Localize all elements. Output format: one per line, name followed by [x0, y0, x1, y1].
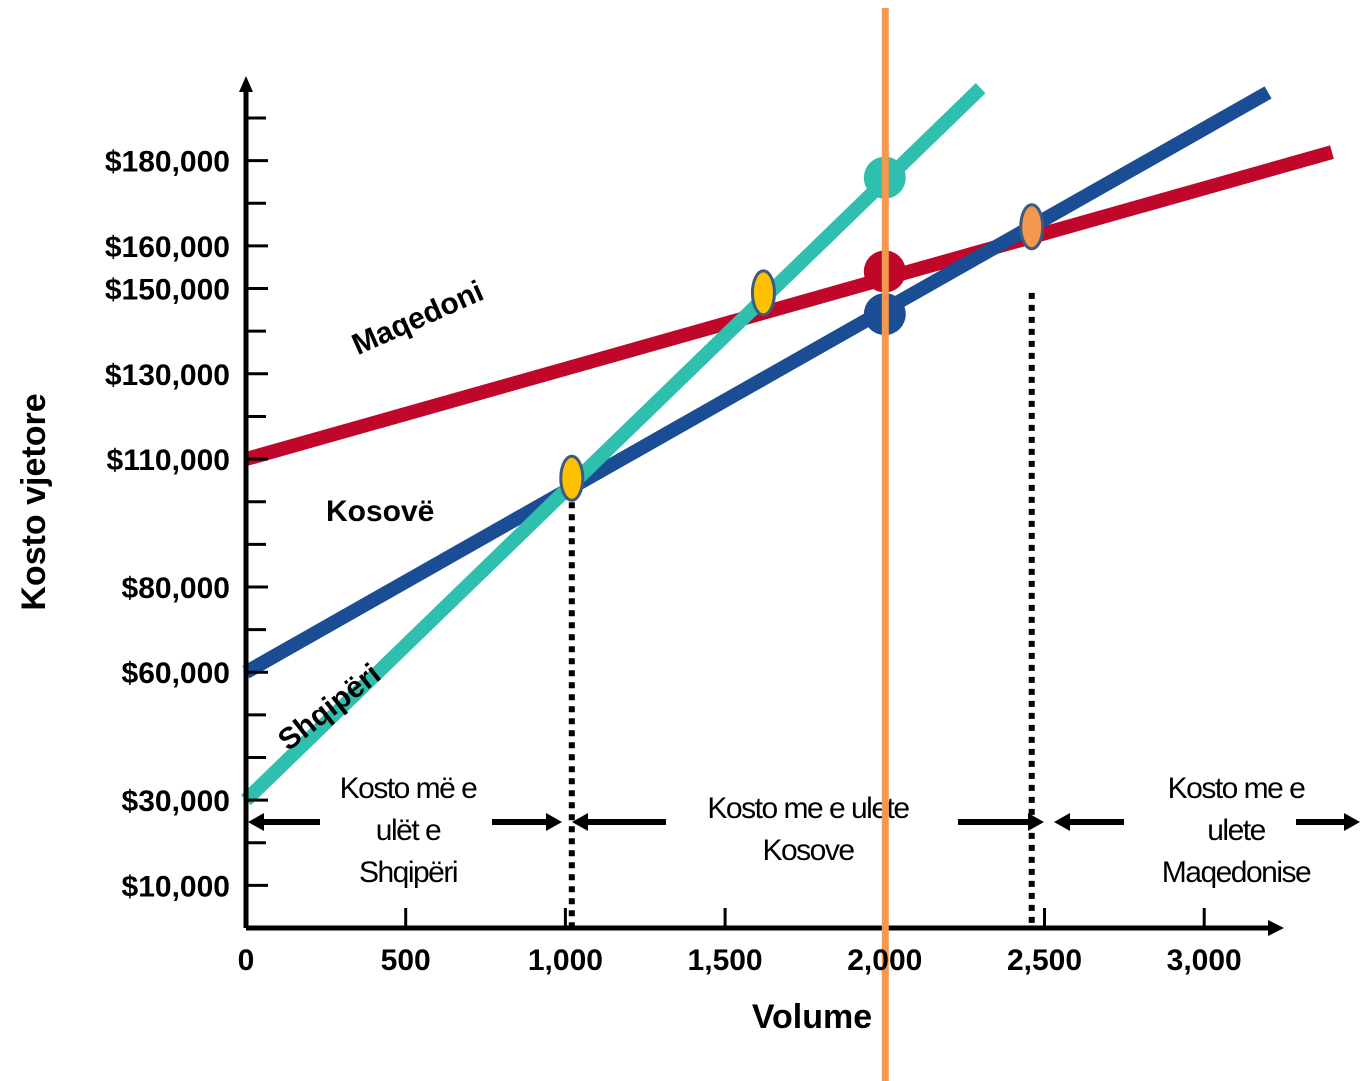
- y-axis-arrow-icon: [239, 76, 253, 92]
- y-tick-label: $80,000: [122, 572, 230, 605]
- x-tick-label: 1,500: [688, 944, 763, 977]
- series-label: Shqipëri: [272, 657, 387, 757]
- region-label: Kosto me e: [1168, 772, 1306, 805]
- arrow-right-icon: [546, 813, 562, 831]
- y-tick-label: $130,000: [105, 359, 230, 392]
- series-line-maqedoni: [244, 145, 1334, 466]
- region-label: Kosove: [762, 834, 854, 867]
- region-label: Kosto me e ulete: [707, 792, 909, 825]
- region-label: Shqipëri: [359, 856, 457, 889]
- x-tick-label: 0: [238, 944, 255, 977]
- x-tick-label: 3,000: [1167, 944, 1242, 977]
- y-tick-label: $160,000: [105, 231, 230, 264]
- y-tick-label: $150,000: [105, 274, 230, 307]
- region-label: ulete: [1207, 814, 1265, 847]
- x-tick-label: 2,000: [847, 944, 922, 977]
- intersection-marker: [750, 269, 776, 317]
- series-line-shqip-ri: [241, 83, 986, 806]
- arrow-right-icon: [1344, 813, 1360, 831]
- intersection-marker: [559, 454, 585, 502]
- series-line-kosov-: [242, 86, 1272, 679]
- x-tick-label: 2,500: [1007, 944, 1082, 977]
- y-tick-label: $30,000: [122, 785, 230, 818]
- x-tick-label: 1,000: [528, 944, 603, 977]
- region-label: Kosto më e: [340, 772, 478, 805]
- arrow-left-icon: [248, 813, 264, 831]
- intersection-marker: [1019, 203, 1045, 251]
- region-label: Maqedonise: [1162, 856, 1311, 889]
- arrow-right-icon: [1028, 813, 1044, 831]
- y-tick-label: $110,000: [107, 444, 230, 477]
- y-tick-label: $60,000: [122, 657, 230, 690]
- x-axis-arrow-icon: [1268, 920, 1284, 936]
- y-tick-label: $180,000: [105, 146, 230, 179]
- arrow-left-icon: [572, 813, 588, 831]
- x-axis-title: Volume: [752, 998, 872, 1036]
- arrow-left-icon: [1054, 813, 1070, 831]
- y-tick-label: $10,000: [122, 870, 230, 903]
- series-label: Kosovë: [326, 495, 434, 528]
- region-label: ulët e: [376, 814, 441, 847]
- series-label: Maqedoni: [347, 275, 488, 362]
- vertical-marker-line: [881, 8, 889, 1081]
- y-axis-title: Kosto vjetore: [15, 393, 53, 610]
- x-tick-label: 500: [381, 944, 431, 977]
